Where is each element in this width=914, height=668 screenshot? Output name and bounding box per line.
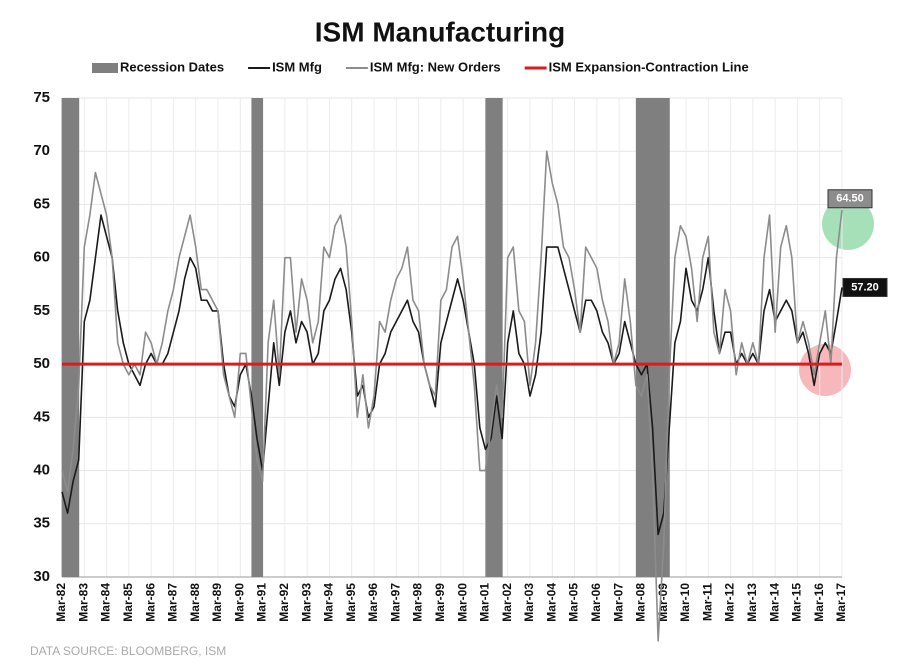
x-tick-label: Mar-05 (567, 583, 581, 622)
legend-swatch (92, 63, 118, 73)
y-tick-label: 50 (33, 355, 50, 372)
recession-bar (647, 98, 654, 577)
x-tick-label: Mar-82 (54, 583, 68, 622)
recession-bar (641, 98, 648, 577)
y-tick-label: 35 (33, 515, 50, 532)
annotation-label: 64.50 (836, 193, 864, 205)
x-tick-label: Mar-94 (322, 583, 336, 622)
x-tick-label: Mar-08 (634, 583, 648, 622)
x-tick-label: Mar-91 (255, 583, 269, 622)
legend-label: ISM Mfg: New Orders (370, 59, 501, 74)
y-tick-label: 70 (33, 142, 50, 159)
x-tick-label: Mar-16 (812, 583, 826, 622)
x-tick-label: Mar-97 (388, 583, 402, 622)
y-tick-label: 45 (33, 408, 50, 425)
y-tick-label: 60 (33, 249, 50, 266)
x-tick-label: Mar-89 (210, 583, 224, 622)
x-tick-label: Mar-01 (478, 583, 492, 622)
x-tick-label: Mar-10 (678, 583, 692, 622)
x-tick-label: Mar-90 (232, 583, 246, 622)
x-tick-label: Mar-87 (166, 583, 180, 622)
x-tick-label: Mar-83 (76, 583, 90, 622)
legend-label: Recession Dates (120, 59, 224, 74)
x-tick-label: Mar-84 (99, 583, 113, 622)
x-tick-label: Mar-96 (366, 583, 380, 622)
chart-title: ISM Manufacturing (315, 16, 565, 47)
annotation-label: 57.20 (851, 281, 879, 293)
recession-bar (62, 98, 69, 577)
recession-bar (485, 98, 492, 577)
recession-bar (635, 98, 642, 577)
x-tick-label: Mar-98 (411, 583, 425, 622)
series-line (61, 214, 843, 536)
highlight (822, 198, 874, 250)
x-tick-label: Mar-12 (723, 583, 737, 622)
x-tick-label: Mar-15 (790, 583, 804, 622)
source: DATA SOURCE: BLOOMBERG, ISM (30, 644, 226, 658)
x-tick-label: Mar-02 (500, 583, 514, 622)
y-tick-label: 30 (33, 568, 50, 585)
recession-bar (257, 98, 264, 577)
x-tick-label: Mar-88 (188, 583, 202, 622)
recession-bar (491, 98, 498, 577)
x-tick-label: Mar-07 (611, 583, 625, 622)
x-tick-label: Mar-04 (544, 583, 558, 622)
recession-bar (67, 98, 74, 577)
x-tick-label: Mar-11 (700, 583, 714, 621)
legend-label: ISM Mfg (272, 59, 322, 74)
x-tick-label: Mar-99 (433, 583, 447, 622)
y-tick-label: 40 (33, 462, 50, 479)
annotation-box (842, 277, 888, 297)
x-tick-label: Mar-03 (522, 583, 536, 622)
x-tick-label: Mar-95 (344, 583, 358, 622)
x-tick-label: Mar-06 (589, 583, 603, 622)
x-tick-label: Mar-14 (767, 583, 781, 622)
y-tick-label: 75 (33, 89, 50, 106)
highlight (799, 344, 851, 396)
recession-bar (663, 98, 670, 577)
series-line (61, 150, 843, 642)
y-tick-label: 55 (33, 302, 50, 319)
legend-label: ISM Expansion-Contraction Line (549, 59, 749, 74)
recession-bar (652, 98, 659, 577)
annotation-box (827, 189, 873, 209)
x-tick-label: Mar-13 (745, 583, 759, 622)
x-tick-label: Mar-86 (143, 583, 157, 622)
recession-bar (73, 98, 80, 577)
recession-bar (496, 98, 503, 577)
x-tick-label: Mar-93 (299, 583, 313, 622)
y-tick-label: 65 (33, 195, 50, 212)
x-tick-label: Mar-17 (834, 583, 848, 622)
x-tick-label: Mar-85 (121, 583, 135, 622)
recession-bar (658, 98, 665, 577)
x-tick-label: Mar-00 (455, 583, 469, 622)
recession-bar (251, 98, 258, 577)
x-tick-label: Mar-92 (277, 583, 291, 622)
